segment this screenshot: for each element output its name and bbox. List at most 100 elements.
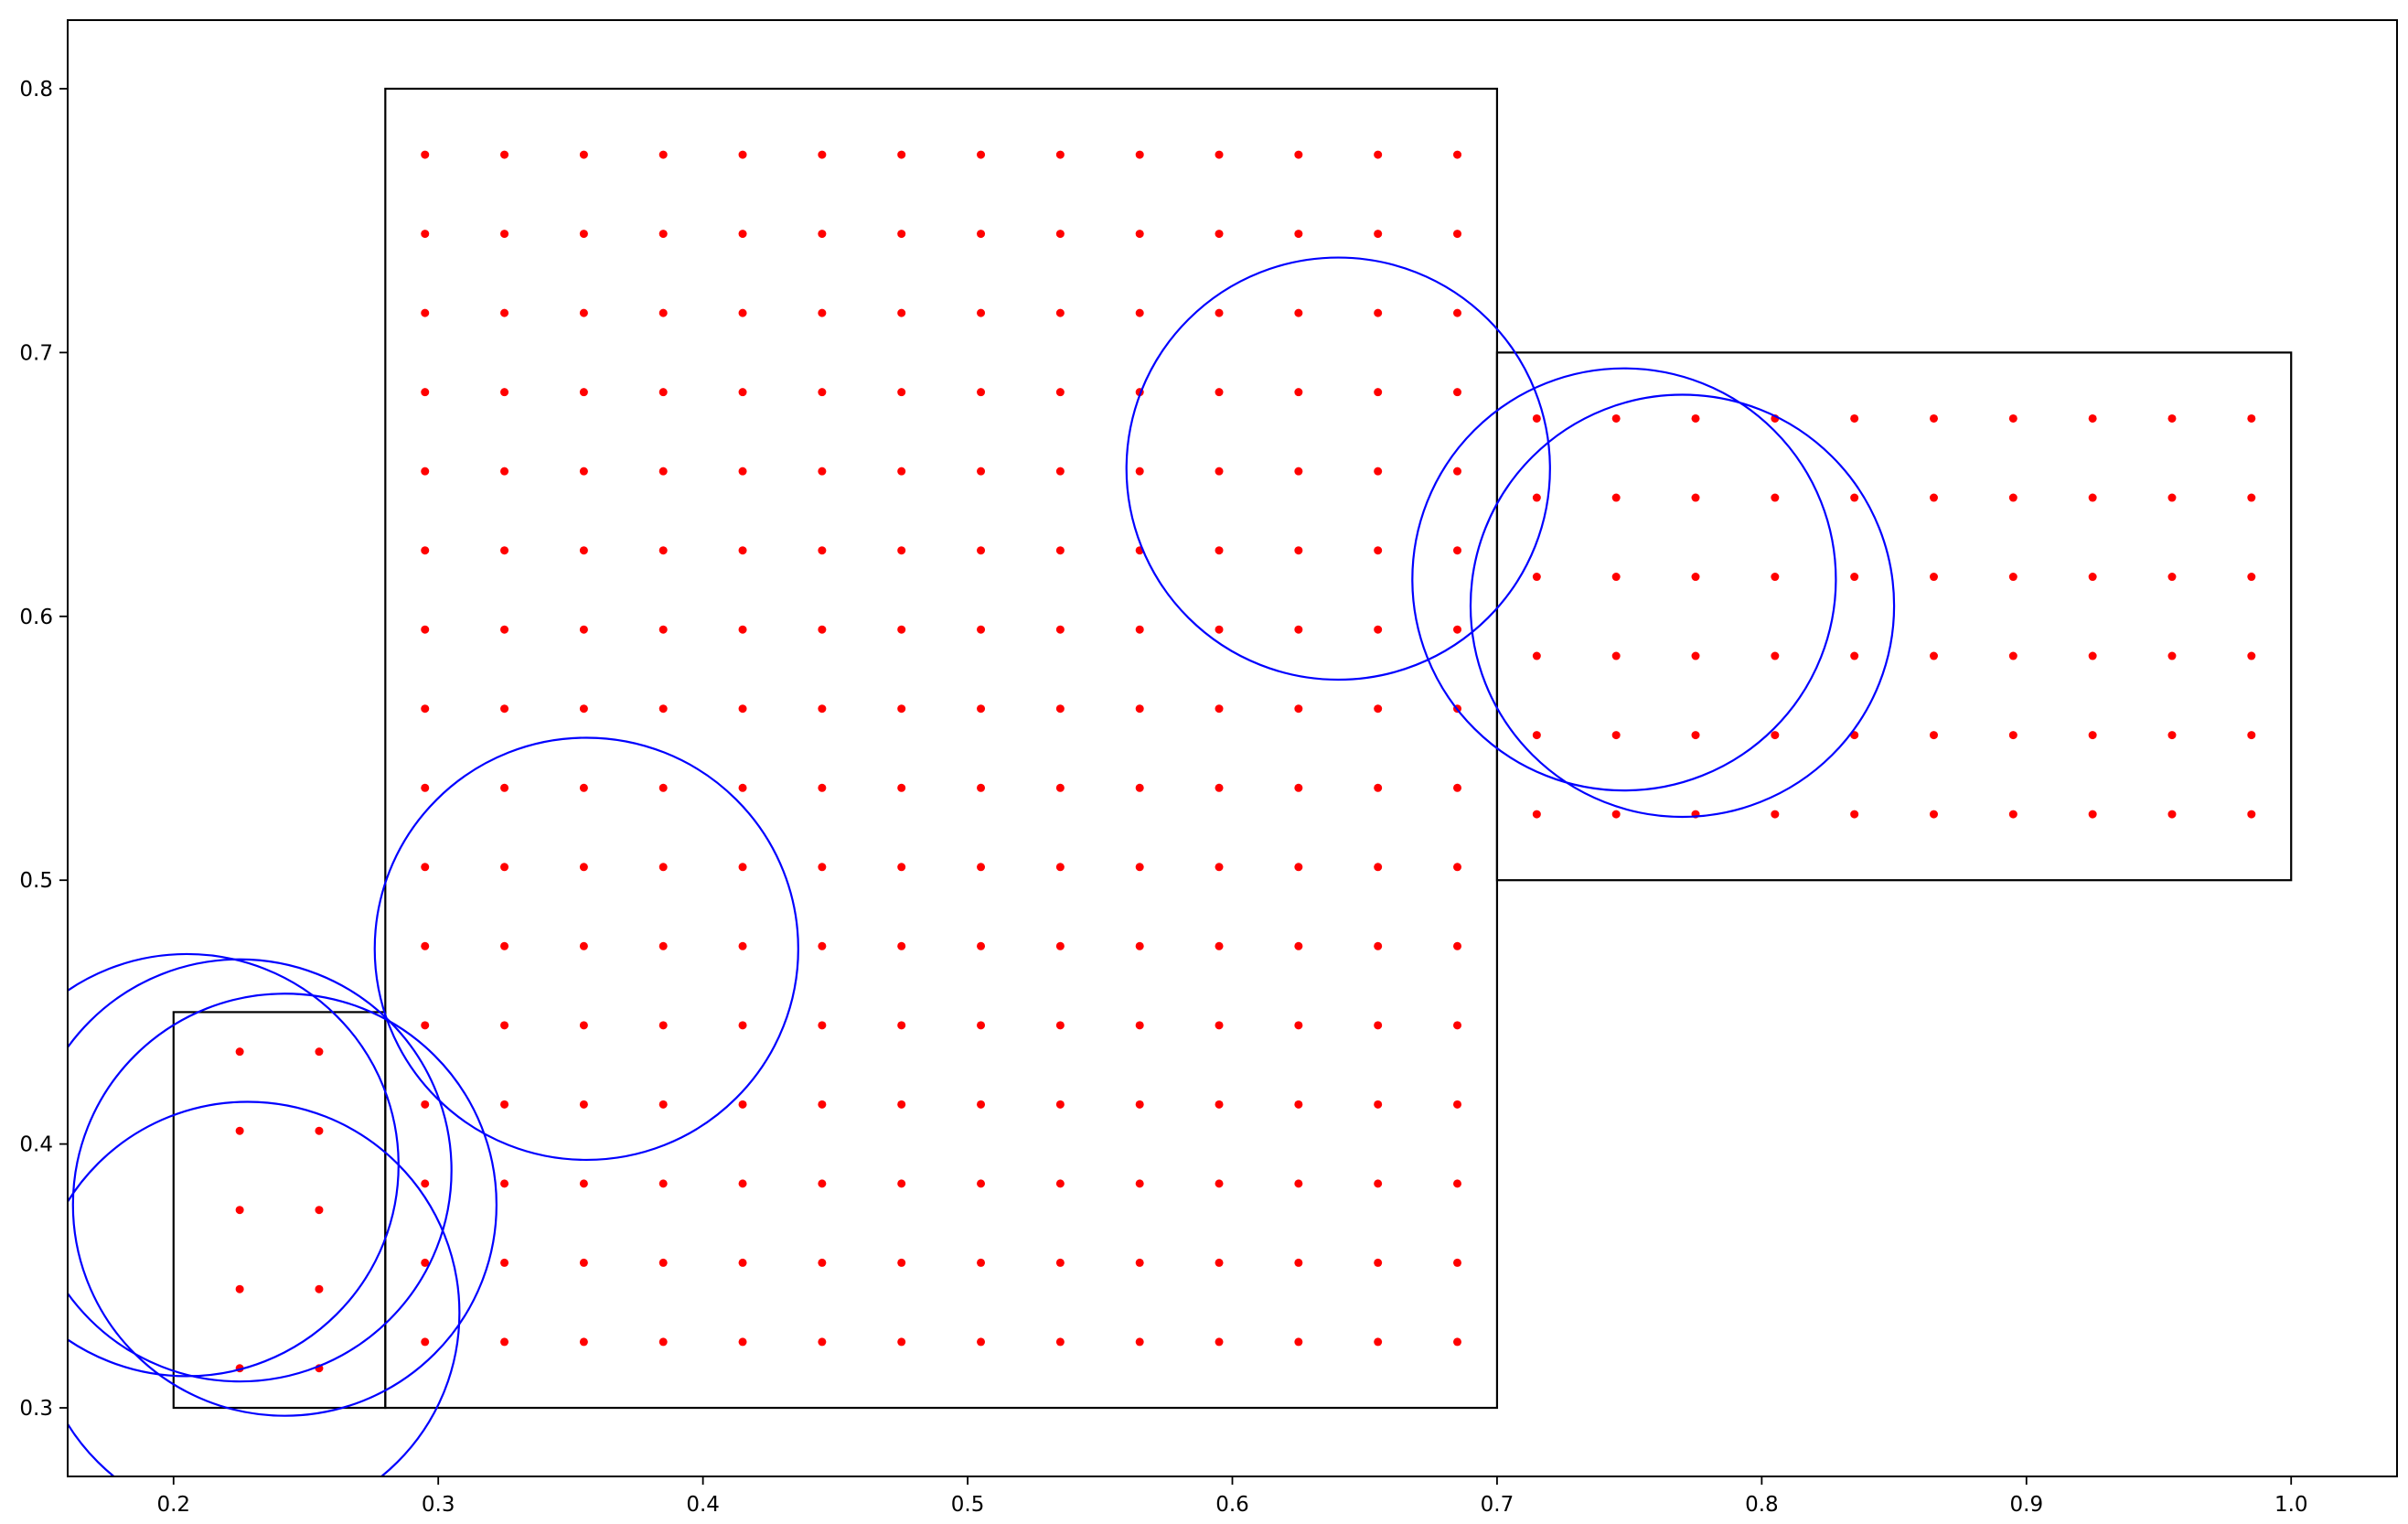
data-point [1850, 573, 1859, 582]
data-point [421, 1337, 430, 1347]
data-point [1294, 1179, 1303, 1188]
data-point [500, 1179, 509, 1188]
y-tick-label: 0.6 [19, 606, 53, 629]
x-tick-label: 0.7 [1481, 1493, 1514, 1517]
data-point [1294, 1100, 1303, 1109]
data-point [738, 941, 747, 950]
data-point [2167, 413, 2177, 423]
data-point [579, 1258, 588, 1267]
data-point [421, 863, 430, 872]
data-point [500, 1100, 509, 1109]
data-point [235, 1206, 244, 1215]
data-point [1611, 651, 1621, 660]
data-point [315, 1284, 324, 1293]
data-point [658, 308, 668, 317]
data-point [1294, 546, 1303, 555]
data-point [1055, 783, 1065, 792]
data-point [1135, 467, 1144, 476]
data-point [1771, 493, 1780, 502]
data-point [315, 1126, 324, 1135]
data-point [2167, 731, 2177, 740]
x-tick-label: 0.6 [1215, 1493, 1249, 1517]
data-point [500, 1258, 509, 1267]
data-point [2088, 810, 2097, 819]
data-point [897, 1258, 906, 1267]
data-point [738, 863, 747, 872]
data-point [1055, 150, 1065, 159]
data-point [1453, 467, 1462, 476]
data-point [1929, 493, 1938, 502]
data-point [1294, 941, 1303, 950]
data-point [1374, 704, 1383, 714]
data-point [818, 230, 827, 239]
data-point [1929, 573, 1938, 582]
data-point [1453, 1100, 1462, 1109]
data-point [1215, 230, 1224, 239]
x-tick-label: 0.5 [951, 1493, 985, 1517]
data-point [818, 467, 827, 476]
data-point [579, 546, 588, 555]
x-tick-label: 0.8 [1745, 1493, 1779, 1517]
y-tick-label: 0.4 [19, 1133, 53, 1157]
data-point [1374, 1179, 1383, 1188]
data-point [1215, 1258, 1224, 1267]
data-point [579, 863, 588, 872]
data-point [1453, 150, 1462, 159]
data-point [421, 941, 430, 950]
data-point [421, 150, 430, 159]
data-point [1055, 1337, 1065, 1347]
data-point [738, 150, 747, 159]
data-point [1055, 941, 1065, 950]
data-point [818, 863, 827, 872]
circle-1 [1125, 256, 1551, 682]
data-point [658, 704, 668, 714]
data-point [1215, 941, 1224, 950]
data-point [2008, 573, 2017, 582]
data-point [1055, 1179, 1065, 1188]
data-point [1215, 704, 1224, 714]
data-point [658, 783, 668, 792]
y-axis: 0.3 0.4 0.5 0.6 0.7 0.8 [19, 78, 68, 1421]
data-point [1135, 1258, 1144, 1267]
data-point [977, 1021, 986, 1030]
data-point [500, 467, 509, 476]
data-point [1055, 625, 1065, 634]
circle-2 [1411, 367, 1837, 792]
data-point [818, 783, 827, 792]
data-point [500, 625, 509, 634]
data-point [658, 1337, 668, 1347]
y-tick-label: 0.5 [19, 869, 53, 893]
data-point [658, 1258, 668, 1267]
data-point [977, 1100, 986, 1109]
data-point [1294, 467, 1303, 476]
data-point [1453, 308, 1462, 317]
data-point [235, 1047, 244, 1057]
circles-layer [68, 256, 1896, 1476]
data-point [1294, 308, 1303, 317]
data-point [1771, 651, 1780, 660]
data-point [1294, 1258, 1303, 1267]
data-point [897, 783, 906, 792]
x-tick-label: 0.3 [422, 1493, 455, 1517]
data-point [1929, 413, 1938, 423]
data-point [1135, 625, 1144, 634]
data-point [500, 230, 509, 239]
data-point [1453, 941, 1462, 950]
data-point [738, 1258, 747, 1267]
data-point [1055, 704, 1065, 714]
data-point [2088, 493, 2097, 502]
data-point [658, 1021, 668, 1030]
data-point [421, 1021, 430, 1030]
data-point [1532, 731, 1541, 740]
data-point [658, 467, 668, 476]
y-tick-label: 0.8 [19, 78, 53, 102]
data-point [1215, 308, 1224, 317]
data-point [1215, 388, 1224, 397]
data-point [1215, 1179, 1224, 1188]
data-point [977, 863, 986, 872]
data-point [1532, 651, 1541, 660]
data-point [1215, 1337, 1224, 1347]
data-point [977, 230, 986, 239]
data-point [1453, 230, 1462, 239]
data-point [421, 546, 430, 555]
